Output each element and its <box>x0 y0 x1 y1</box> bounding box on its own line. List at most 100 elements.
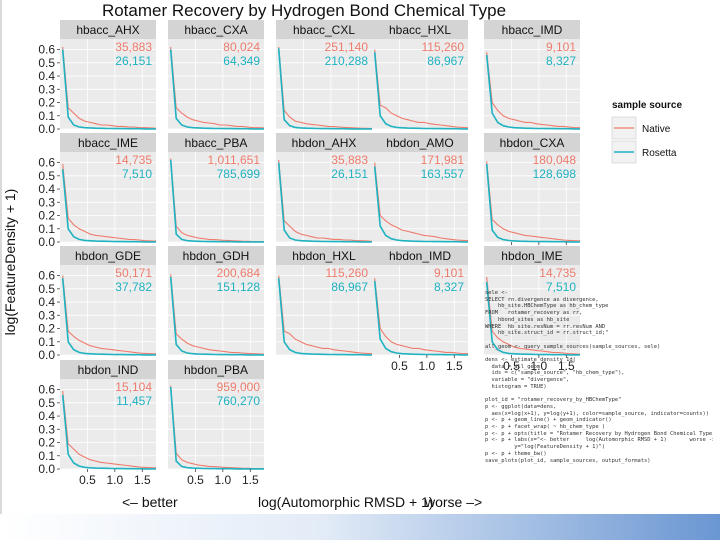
panel-background <box>168 265 264 355</box>
rosetta-count-label: 785,699 <box>217 167 261 181</box>
facet-label: hbdon_CXA <box>500 136 565 150</box>
facet-strip <box>60 133 156 152</box>
facet-label: hbdon_AHX <box>292 136 357 150</box>
x-tick-label: 1.5 <box>446 359 463 373</box>
rosetta-count-label: 151,128 <box>217 280 261 294</box>
series-line-native <box>486 161 581 242</box>
facet-label: hbdon_IME <box>501 249 562 263</box>
panel-background <box>372 265 468 355</box>
x-axis-label-left: <– better <box>122 494 178 510</box>
code-line: aes(x=log(x+1), y=log(y+1), color=sample… <box>485 410 709 417</box>
code-line: p <- p + facet_wrap( ~ hb_chem_type ) <box>485 424 606 431</box>
facet-strip <box>168 20 264 39</box>
facet-label: hbacc_AHX <box>76 23 139 37</box>
rosetta-count-label: 26,151 <box>331 167 368 181</box>
y-tick-label: 0.1 <box>38 222 55 236</box>
facet-strip <box>60 360 156 379</box>
rosetta-count-label: 163,557 <box>421 167 465 181</box>
native-count-label: 15,104 <box>115 380 152 394</box>
y-tick-label: 0.5 <box>38 56 55 70</box>
series-line-rosetta <box>61 278 156 356</box>
code-line: FROM rotamer_recovery as rr, <box>485 310 583 317</box>
native-count-label: 200,684 <box>217 266 261 280</box>
code-line: hb_site.HBChemType as hb_chem_type <box>485 303 609 310</box>
x-tick-label: 1.0 <box>215 473 232 487</box>
facet-chart: Rotamer Recovery by Hydrogen Bond Chemic… <box>2 1 682 510</box>
facet-label: hbacc_PBA <box>185 136 248 150</box>
series-line-rosetta <box>169 49 264 130</box>
y-tick-label: 0.2 <box>38 209 55 223</box>
rosetta-count-label: 210,288 <box>325 54 369 68</box>
facet-label: hbdon_IND <box>78 363 139 377</box>
code-line: variable = "divergence", <box>485 377 570 384</box>
series-line-native <box>486 276 581 355</box>
facet-strip <box>484 133 580 152</box>
series-line-rosetta <box>61 49 156 130</box>
panel-background <box>276 39 372 129</box>
facet-label: hbacc_HXL <box>389 23 451 37</box>
legend: sample source Native Rosetta <box>611 100 682 164</box>
native-count-label: 115,260 <box>422 40 465 54</box>
series-line-native <box>62 46 157 129</box>
native-count-label: 35,883 <box>331 153 368 167</box>
facet-strip <box>372 246 468 265</box>
x-tick-label: 0.5 <box>391 359 408 373</box>
y-tick-label: 0.5 <box>38 169 55 183</box>
y-tick-label: 0.4 <box>38 409 55 423</box>
facet-strip <box>484 20 580 39</box>
native-count-label: 9,101 <box>434 266 464 280</box>
native-count-label: 180,048 <box>533 153 577 167</box>
x-tick-label: 1.0 <box>107 473 124 487</box>
rosetta-count-label: 8,327 <box>434 280 464 294</box>
y-tick-label: 0.0 <box>38 122 55 136</box>
rosetta-count-label: 37,782 <box>115 280 152 294</box>
y-tick-label: 0.2 <box>38 322 55 336</box>
series-line-rosetta <box>169 386 264 470</box>
code-line: sele <- <box>485 290 508 296</box>
panel-background <box>372 39 468 129</box>
code-line: histogram = TRUE) <box>485 383 547 390</box>
x-tick-label: 0.5 <box>79 473 96 487</box>
left-border <box>0 0 2 514</box>
y-tick-label: 0.6 <box>38 383 55 397</box>
x-tick-label: 1.5 <box>134 473 151 487</box>
code-line <box>485 391 713 398</box>
series-line-rosetta <box>373 52 468 130</box>
y-tick-label: 0.6 <box>38 43 55 57</box>
rosetta-count-label: 760,270 <box>217 394 261 408</box>
y-tick-label: 0.6 <box>38 269 55 283</box>
series-line-native <box>62 275 157 355</box>
code-line: y="log(FeatureDensity + 1)") <box>485 444 606 451</box>
series-line-rosetta <box>61 169 156 243</box>
y-tick-label: 0.1 <box>38 449 55 463</box>
code-line: SELECT rn.divergence as divergence, <box>485 296 599 303</box>
facet-strip <box>60 246 156 265</box>
facet-strip <box>276 246 372 265</box>
series-line-native <box>374 162 469 242</box>
series-line-native <box>374 49 469 129</box>
x-tick-label: 1.0 <box>419 359 436 373</box>
facet-label: hbacc_IMD <box>502 23 563 37</box>
facet-strip <box>484 246 580 265</box>
x-axis-label: log(Automorphic RMSD + 1) <box>258 494 433 510</box>
rosetta-count-label: 86,967 <box>427 54 464 68</box>
facet-label: hbdon_IMD <box>389 249 451 263</box>
series-line-native <box>278 159 373 242</box>
facet-label: hbacc_IME <box>78 136 138 150</box>
y-tick-label: 0.2 <box>38 96 55 110</box>
code-line <box>485 337 713 344</box>
y-tick-label: 0.1 <box>38 335 55 349</box>
facet-strip <box>168 360 264 379</box>
chart-title: Rotamer Recovery by Hydrogen Bond Chemic… <box>102 1 506 20</box>
